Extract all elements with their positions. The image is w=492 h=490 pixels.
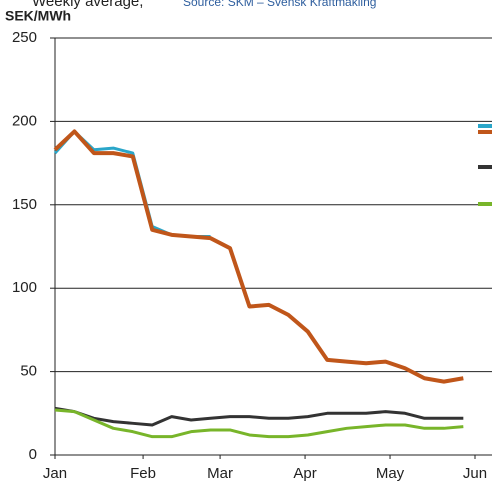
x-tick-label: Apr <box>293 465 316 482</box>
x-tick-label: May <box>376 465 405 482</box>
x-tick-label: Mar <box>207 465 233 482</box>
series-line <box>54 408 464 439</box>
y-axis-label: SEK/MWh <box>5 8 71 24</box>
series-line <box>53 129 211 238</box>
y-tick-label: 150 <box>12 196 37 213</box>
x-tick-label: Jun <box>463 465 487 482</box>
source: Source: SKM – Svensk Kraftmäkling <box>183 0 376 9</box>
y-tick-label: 250 <box>12 29 37 46</box>
series-line <box>54 406 464 427</box>
y-tick-label: 100 <box>12 279 37 296</box>
x-tick-label: Feb <box>130 465 156 482</box>
y-tick-label: 200 <box>12 112 37 129</box>
y-tick-label: 0 <box>29 446 37 463</box>
series-line <box>53 129 464 384</box>
x-tick-label: Jan <box>43 465 67 482</box>
y-tick-label: 50 <box>20 363 37 380</box>
chart-title: Weekly average, <box>32 0 143 10</box>
